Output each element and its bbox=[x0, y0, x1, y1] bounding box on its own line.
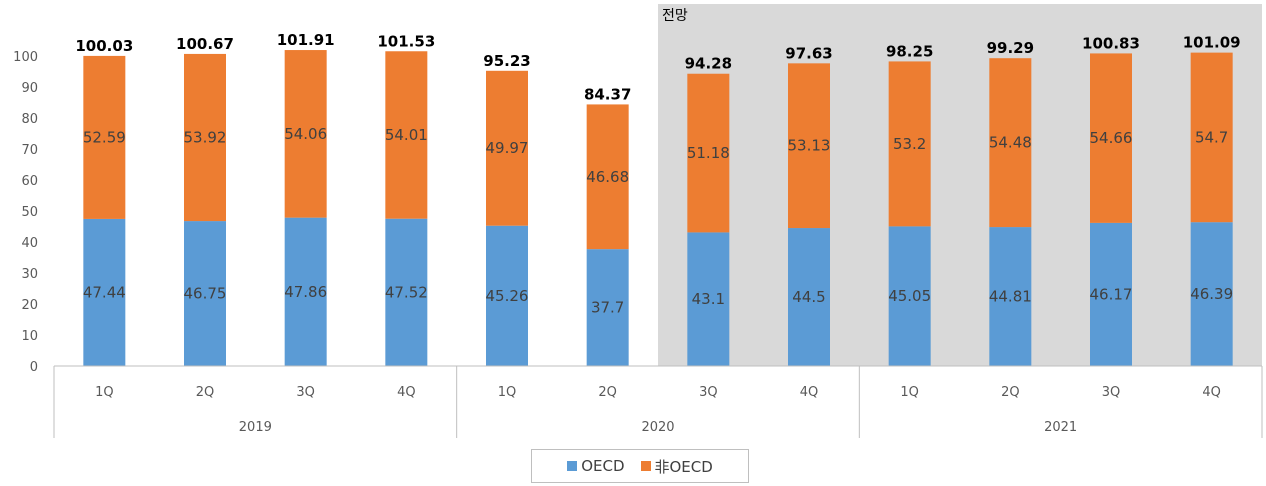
x-tick-label: 3Q bbox=[1102, 385, 1121, 400]
bar-oecd bbox=[586, 249, 629, 366]
bar-oecd bbox=[1090, 222, 1132, 366]
bar-oecd bbox=[284, 217, 327, 366]
x-group-label: 2019 bbox=[239, 420, 272, 435]
data-label-oecd: 45.05 bbox=[888, 287, 931, 305]
bar-oecd bbox=[989, 227, 1032, 366]
y-tick-label: 0 bbox=[30, 360, 38, 375]
y-tick-label: 30 bbox=[21, 267, 38, 282]
legend-label-oecd: OECD bbox=[581, 457, 625, 475]
total-label: 95.23 bbox=[483, 52, 530, 70]
data-label-non-oecd: 52.59 bbox=[83, 128, 126, 146]
data-label-oecd: 47.44 bbox=[83, 283, 126, 301]
y-tick-label: 100 bbox=[13, 50, 38, 65]
data-label-oecd: 46.75 bbox=[184, 285, 227, 303]
legend-item-non-oecd: 非OECD bbox=[640, 456, 713, 477]
bar-non-oecd bbox=[385, 51, 428, 219]
x-axis: 1Q 2Q 3Q 4Q 1Q 2Q 3Q 4Q 1Q 2Q 3Q 4Q 2019 2020 2021 bbox=[53, 365, 1263, 438]
data-label-oecd: 47.52 bbox=[385, 283, 428, 301]
forecast-label: 전망 bbox=[662, 8, 688, 24]
data-label-non-oecd: 51.18 bbox=[687, 144, 730, 162]
x-tick-label: 1Q bbox=[498, 385, 517, 400]
total-label: 100.03 bbox=[75, 37, 133, 55]
y-tick-label: 90 bbox=[21, 81, 38, 96]
data-label-oecd: 46.17 bbox=[1090, 285, 1133, 303]
y-axis: 0 10 20 30 40 50 60 70 80 90 100 bbox=[13, 50, 38, 375]
data-label-non-oecd: 49.97 bbox=[486, 139, 529, 157]
data-label-non-oecd: 54.48 bbox=[989, 134, 1032, 152]
data-label-non-oecd: 54.7 bbox=[1195, 128, 1228, 146]
bars: 47.44 52.59 100.03 46.75 53.92 100.67 47.86 54.… bbox=[75, 31, 1241, 366]
x-tick-label: 3Q bbox=[296, 385, 315, 400]
data-label-oecd: 46.39 bbox=[1190, 285, 1233, 303]
x-tick-label: 2Q bbox=[196, 385, 215, 400]
y-tick-label: 80 bbox=[21, 112, 38, 127]
x-group-label: 2020 bbox=[641, 420, 674, 435]
bar-oecd bbox=[385, 218, 428, 366]
total-label: 101.09 bbox=[1183, 34, 1241, 52]
y-tick-label: 50 bbox=[21, 205, 38, 220]
total-label: 99.29 bbox=[987, 39, 1034, 57]
total-label: 100.67 bbox=[176, 35, 234, 53]
data-label-non-oecd: 54.66 bbox=[1090, 129, 1133, 147]
bar-oecd bbox=[687, 232, 730, 366]
bar-non-oecd bbox=[284, 50, 327, 218]
y-tick-label: 40 bbox=[21, 236, 38, 251]
y-tick-label: 60 bbox=[21, 174, 38, 189]
bar-non-oecd bbox=[83, 55, 126, 219]
bar-non-oecd bbox=[486, 70, 528, 226]
bar-oecd bbox=[486, 225, 528, 366]
bar-oecd bbox=[184, 221, 226, 366]
bar-non-oecd bbox=[788, 63, 830, 229]
bar-oecd bbox=[83, 218, 126, 366]
legend-item-oecd: OECD bbox=[567, 457, 625, 475]
legend-swatch-oecd bbox=[567, 461, 578, 471]
data-label-non-oecd: 54.06 bbox=[284, 125, 327, 143]
x-tick-label: 4Q bbox=[800, 385, 819, 400]
y-tick-label: 10 bbox=[21, 329, 38, 344]
bar-non-oecd bbox=[1090, 53, 1132, 223]
total-label: 84.37 bbox=[584, 85, 631, 103]
data-label-oecd: 37.7 bbox=[591, 299, 624, 317]
x-tick-label: 1Q bbox=[95, 385, 114, 400]
data-label-non-oecd: 53.2 bbox=[893, 135, 926, 153]
bar-non-oecd bbox=[989, 58, 1032, 228]
x-tick-label: 4Q bbox=[397, 385, 416, 400]
y-tick-label: 70 bbox=[21, 143, 38, 158]
data-label-oecd: 45.26 bbox=[486, 287, 529, 305]
legend-label-non-oecd: 非OECD bbox=[654, 457, 713, 476]
data-label-non-oecd: 53.13 bbox=[788, 137, 831, 155]
data-label-oecd: 44.81 bbox=[989, 288, 1032, 306]
bar-non-oecd bbox=[1190, 52, 1233, 223]
x-tick-label: 1Q bbox=[900, 385, 919, 400]
total-label: 97.63 bbox=[785, 44, 832, 62]
x-group-label: 2021 bbox=[1044, 420, 1077, 435]
bar-non-oecd bbox=[687, 73, 730, 233]
legend: OECD 非OECD bbox=[531, 449, 749, 483]
bar-oecd bbox=[1190, 222, 1233, 366]
legend-swatch-non-oecd bbox=[640, 461, 651, 471]
forecast-region bbox=[658, 4, 1262, 366]
total-label: 101.53 bbox=[377, 32, 435, 50]
total-label: 94.28 bbox=[685, 55, 732, 73]
total-label: 101.91 bbox=[277, 31, 335, 49]
bar-non-oecd bbox=[184, 53, 226, 222]
data-label-oecd: 43.1 bbox=[692, 290, 725, 308]
data-label-non-oecd: 53.92 bbox=[184, 128, 227, 146]
x-tick-label: 2Q bbox=[1001, 385, 1020, 400]
x-tick-label: 3Q bbox=[699, 385, 718, 400]
data-label-non-oecd: 46.68 bbox=[586, 168, 629, 186]
x-tick-label: 4Q bbox=[1202, 385, 1221, 400]
total-label: 98.25 bbox=[886, 42, 933, 60]
x-tick-label: 2Q bbox=[598, 385, 617, 400]
bar-non-oecd bbox=[586, 104, 629, 250]
data-label-oecd: 44.5 bbox=[792, 288, 825, 306]
bar-non-oecd bbox=[888, 61, 931, 227]
data-label-non-oecd: 54.01 bbox=[385, 126, 428, 144]
y-tick-label: 20 bbox=[21, 298, 38, 313]
bar-oecd bbox=[788, 228, 830, 366]
bar-oecd bbox=[888, 226, 931, 366]
data-label-oecd: 47.86 bbox=[284, 283, 327, 301]
total-label: 100.83 bbox=[1082, 34, 1140, 52]
